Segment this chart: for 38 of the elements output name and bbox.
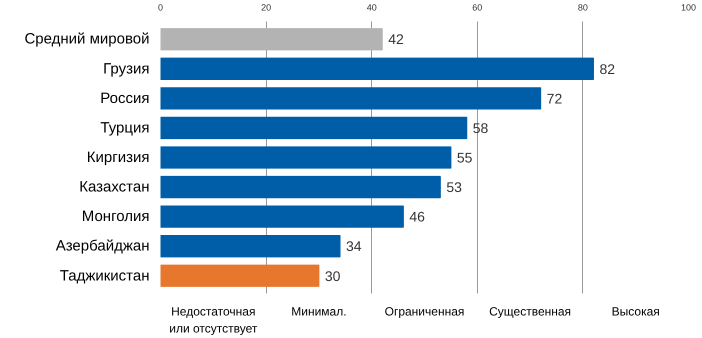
text: Минимал. (291, 304, 347, 318)
x-tick-label: 40 (366, 2, 377, 12)
text: Существенная (489, 304, 572, 318)
y-tick-label: Грузия (103, 60, 150, 78)
text: Ограниченная (384, 304, 464, 318)
y-tick-label: Азербайджан (56, 238, 150, 255)
x-tick-label: 0 (158, 2, 164, 12)
text: Недостаточная или отсутствует (169, 304, 258, 336)
data-label: 30 (324, 268, 341, 284)
data-label: 58 (472, 120, 489, 136)
bar (160, 146, 452, 169)
y-tick-label: Средний мировой (24, 30, 150, 48)
text: Высокая (612, 304, 660, 318)
x-tick-label: 60 (472, 2, 482, 12)
data-label: 46 (409, 208, 426, 225)
x-tick-label: 80 (578, 2, 588, 12)
bar (160, 87, 542, 110)
y-tick-label: Киргизия (86, 149, 150, 166)
data-label: 34 (346, 238, 362, 254)
bar (160, 116, 468, 140)
data-label: 82 (599, 60, 616, 77)
y-tick-label: Казахстан (79, 178, 150, 196)
y-tick-label: Монголия (82, 208, 150, 226)
y-tick-label: Таджикистан (60, 267, 150, 284)
data-label: 53 (446, 179, 462, 196)
bar (160, 176, 441, 198)
bar (160, 28, 383, 50)
x-tick-label: 20 (261, 2, 272, 12)
bar (160, 58, 594, 80)
data-label: 72 (546, 90, 562, 106)
y-tick-label: Россия (100, 90, 150, 107)
bar (160, 235, 341, 258)
y-tick-label: Турция (100, 119, 150, 136)
data-label: 42 (388, 31, 404, 48)
x-tick-label: 100 (680, 2, 696, 12)
bar (160, 264, 320, 287)
data-label: 55 (456, 150, 473, 166)
bar (160, 205, 404, 228)
